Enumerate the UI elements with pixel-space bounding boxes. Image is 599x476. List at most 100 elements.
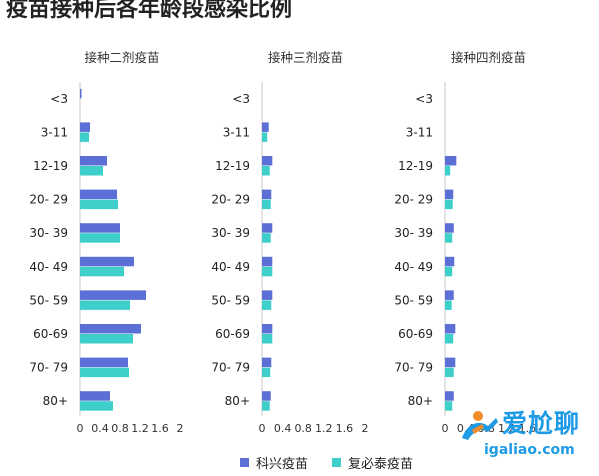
bar-biontech: [445, 334, 454, 344]
bar-biontech: [262, 300, 272, 310]
x-tick-label: 1.2: [131, 422, 149, 435]
bar-biontech: [262, 266, 273, 277]
bar-sinovac: [445, 256, 455, 267]
bar-sinovac: [445, 223, 454, 233]
bar-sinovac: [80, 391, 110, 401]
bar-biontech: [262, 233, 271, 243]
bar-sinovac: [80, 357, 128, 368]
x-tick-label: 2: [362, 422, 369, 435]
bar-biontech: [445, 300, 452, 310]
bar-biontech: [80, 334, 133, 344]
category-label: 30- 39: [211, 226, 250, 240]
category-label: <3: [415, 92, 433, 106]
bar-biontech: [80, 401, 113, 411]
watermark-logo-icon: [462, 411, 498, 440]
panel-title: 接种四剂疫苗: [451, 50, 526, 65]
bar-sinovac: [445, 290, 454, 300]
category-label: 80+: [408, 394, 433, 408]
legend-swatch-sinovac: [240, 458, 249, 467]
category-label: 40- 49: [394, 260, 433, 274]
bar-sinovac: [445, 156, 457, 166]
legend-item-sinovac: 科兴疫苗: [240, 453, 308, 472]
bar-sinovac: [262, 290, 273, 300]
category-label: 70- 79: [211, 361, 250, 375]
panel-three-dose: 接种三剂疫苗 <3 3-11 12-19 20- 29 30- 39 40- 49 50- 5…: [211, 50, 368, 435]
x-tick-label: 1.6: [151, 422, 169, 435]
category-label: 70- 79: [394, 361, 433, 375]
bar-sinovac: [445, 189, 454, 200]
category-label: 3-11: [41, 125, 68, 139]
category-label: 70- 79: [29, 361, 68, 375]
category-label: 80+: [225, 394, 250, 408]
bar-biontech: [80, 266, 124, 277]
category-label: 60-69: [398, 327, 433, 341]
watermark: 爱尬聊 igaliao.com: [458, 402, 598, 474]
category-label: 60-69: [33, 327, 68, 341]
x-tick-label: 2: [177, 422, 184, 435]
bar-sinovac: [262, 324, 273, 334]
bar-biontech: [445, 401, 453, 411]
bar-sinovac: [262, 391, 271, 401]
category-label: 60-69: [215, 327, 250, 341]
x-tick-label: 0: [442, 422, 449, 435]
category-label: 12-19: [33, 159, 68, 173]
x-tick-label: 0.8: [294, 422, 312, 435]
legend-swatch-biontech: [332, 458, 342, 467]
bar-biontech: [262, 199, 271, 210]
x-tick-label: 1.6: [519, 422, 537, 435]
bar-sinovac: [80, 122, 90, 132]
bar-biontech: [262, 334, 273, 344]
category-label: 30- 39: [29, 226, 68, 240]
x-tick-label: 0.4: [91, 422, 109, 435]
bar-sinovac: [445, 324, 456, 334]
bar-biontech: [262, 132, 268, 142]
x-tick-label: 0.4: [274, 422, 292, 435]
bar-sinovac: [262, 223, 273, 233]
bar-biontech: [445, 166, 451, 176]
bar-biontech: [80, 233, 120, 243]
panel-four-dose: 接种四剂疫苗 <3 3-11 12-19 20- 29 30- 39 40- 49 50- 5…: [394, 50, 536, 435]
bar-sinovac: [262, 122, 269, 132]
category-label: 12-19: [398, 159, 433, 173]
watermark-url: igaliao.com: [484, 442, 575, 458]
chart-legend: 科兴疫苗 复必泰疫苗: [240, 453, 413, 472]
category-label: 30- 39: [394, 226, 433, 240]
bar-biontech: [80, 367, 129, 378]
panel-title: 接种三剂疫苗: [268, 50, 343, 65]
bar-biontech: [80, 132, 89, 142]
category-label: 50- 59: [211, 293, 250, 307]
x-tick-label: 0.8: [111, 422, 129, 435]
x-tick-label: 1.6: [336, 422, 354, 435]
bar-biontech: [80, 166, 103, 176]
category-label: 20- 29: [394, 193, 433, 207]
category-label: 20- 29: [211, 193, 250, 207]
bar-biontech: [445, 233, 453, 243]
bar-sinovac: [445, 357, 456, 368]
watermark-brand: 爱尬聊: [502, 409, 581, 438]
bar-sinovac: [80, 290, 146, 300]
bar-biontech: [80, 199, 118, 210]
category-label: 3-11: [406, 125, 433, 139]
category-label: <3: [50, 92, 68, 106]
bar-biontech: [262, 367, 271, 378]
category-label: 50- 59: [29, 293, 68, 307]
bar-sinovac: [80, 189, 117, 200]
bar-sinovac: [80, 324, 141, 334]
legend-label-sinovac: 科兴疫苗: [256, 457, 309, 472]
bar-sinovac: [445, 391, 454, 401]
category-label: 3-11: [223, 125, 250, 139]
bar-sinovac: [262, 357, 272, 368]
bar-biontech: [262, 166, 270, 176]
bar-biontech: [80, 300, 130, 310]
bar-sinovac: [80, 156, 107, 166]
x-tick-label: 1.2: [498, 422, 516, 435]
category-label: 50- 59: [394, 293, 433, 307]
bar-sinovac: [262, 256, 273, 267]
bar-biontech: [445, 367, 454, 378]
x-tick-label: 0: [77, 422, 84, 435]
bar-biontech: [445, 266, 453, 277]
category-label: 80+: [43, 394, 68, 408]
bar-sinovac: [80, 223, 120, 233]
panel-title: 接种二剂疫苗: [84, 50, 159, 65]
